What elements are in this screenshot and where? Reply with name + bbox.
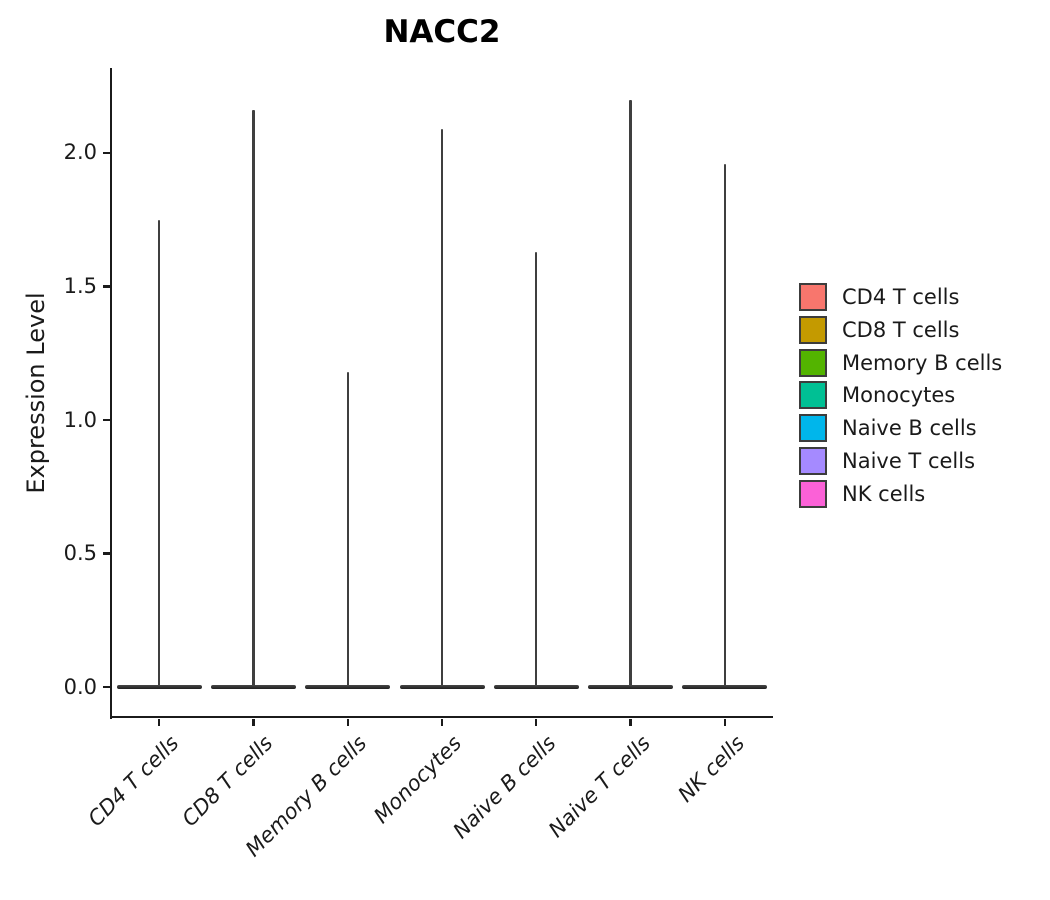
legend-label: CD4 T cells [842, 285, 960, 309]
legend-label: Naive B cells [842, 416, 977, 441]
x-tick-mark [723, 718, 727, 726]
legend-label: Naive T cells [842, 448, 976, 473]
legend-label: Memory B cells [842, 350, 1003, 375]
y-tick-label: 0.5 [63, 541, 97, 566]
y-tick-mark [103, 285, 110, 288]
y-tick-label: 1.0 [63, 407, 97, 432]
legend-item-cd4-t-cells: CD4 T cells [799, 283, 1002, 311]
x-tick-mark [252, 718, 255, 726]
x-axis-line [109, 716, 773, 719]
legend-item-monocytes: Monocytes [799, 381, 1002, 410]
x-axis-label-nk-cells: NK cells [673, 731, 749, 807]
legend-swatch-monocytes [799, 381, 827, 410]
legend-label: Monocytes [842, 383, 956, 408]
legend-swatch-memory-b-cells [799, 348, 827, 377]
legend-swatch-naive-b-cells [799, 414, 827, 443]
violin-base [305, 684, 391, 690]
violin-base [588, 684, 674, 690]
violin-base [116, 684, 202, 690]
legend-swatch-nk-cells [799, 479, 827, 508]
y-tick-label: 2.0 [63, 140, 97, 165]
y-tick-label: 0.0 [63, 674, 97, 699]
violin-base [210, 684, 296, 690]
x-tick-mark [440, 718, 444, 726]
x-tick-mark [629, 718, 632, 726]
legend: CD4 T cells CD8 T cells Memory B cells Mono… [799, 283, 1002, 508]
violin-base [682, 684, 768, 690]
violin-base [399, 684, 485, 690]
legend-item-cd8-t-cells: CD8 T cells [799, 315, 1002, 344]
violin-spike [440, 128, 444, 688]
x-tick-mark [157, 718, 161, 726]
x-axis-label-cd8-t-cells: CD8 T cells [177, 731, 278, 832]
legend-label: NK cells [842, 481, 926, 506]
violin-spike [535, 251, 538, 688]
legend-item-memory-b-cells: Memory B cells [799, 348, 1003, 377]
plot-title: NACC2 [383, 14, 501, 50]
y-tick-mark [103, 552, 110, 555]
y-axis-line [110, 68, 113, 719]
y-tick-mark [103, 418, 110, 422]
x-tick-mark [535, 718, 538, 726]
violin-spike [158, 219, 161, 688]
legend-item-naive-t-cells: Naive T cells [799, 446, 1002, 475]
legend-swatch-naive-t-cells [799, 446, 827, 475]
y-tick-label: 1.5 [63, 273, 97, 298]
x-tick-mark [346, 718, 349, 726]
y-tick-mark [103, 685, 110, 689]
legend-swatch-cd8-t-cells [799, 315, 827, 344]
x-axis-label-monocytes: Monocytes [368, 731, 466, 829]
violin-spike [629, 99, 632, 688]
legend-swatch-cd4-t-cells [799, 283, 827, 311]
y-tick-mark [103, 151, 110, 155]
violin-spike [252, 110, 255, 688]
x-axis-label-cd4-t-cells: CD4 T cells [83, 731, 184, 832]
violin-spike [723, 163, 726, 688]
legend-label: CD8 T cells [842, 317, 960, 342]
violin-spike [346, 371, 349, 688]
legend-item-nk-cells: NK cells [799, 479, 1002, 508]
violin-base [493, 684, 579, 690]
y-axis-title: Expression Level [22, 292, 50, 494]
legend-item-naive-b-cells: Naive B cells [799, 414, 1002, 443]
